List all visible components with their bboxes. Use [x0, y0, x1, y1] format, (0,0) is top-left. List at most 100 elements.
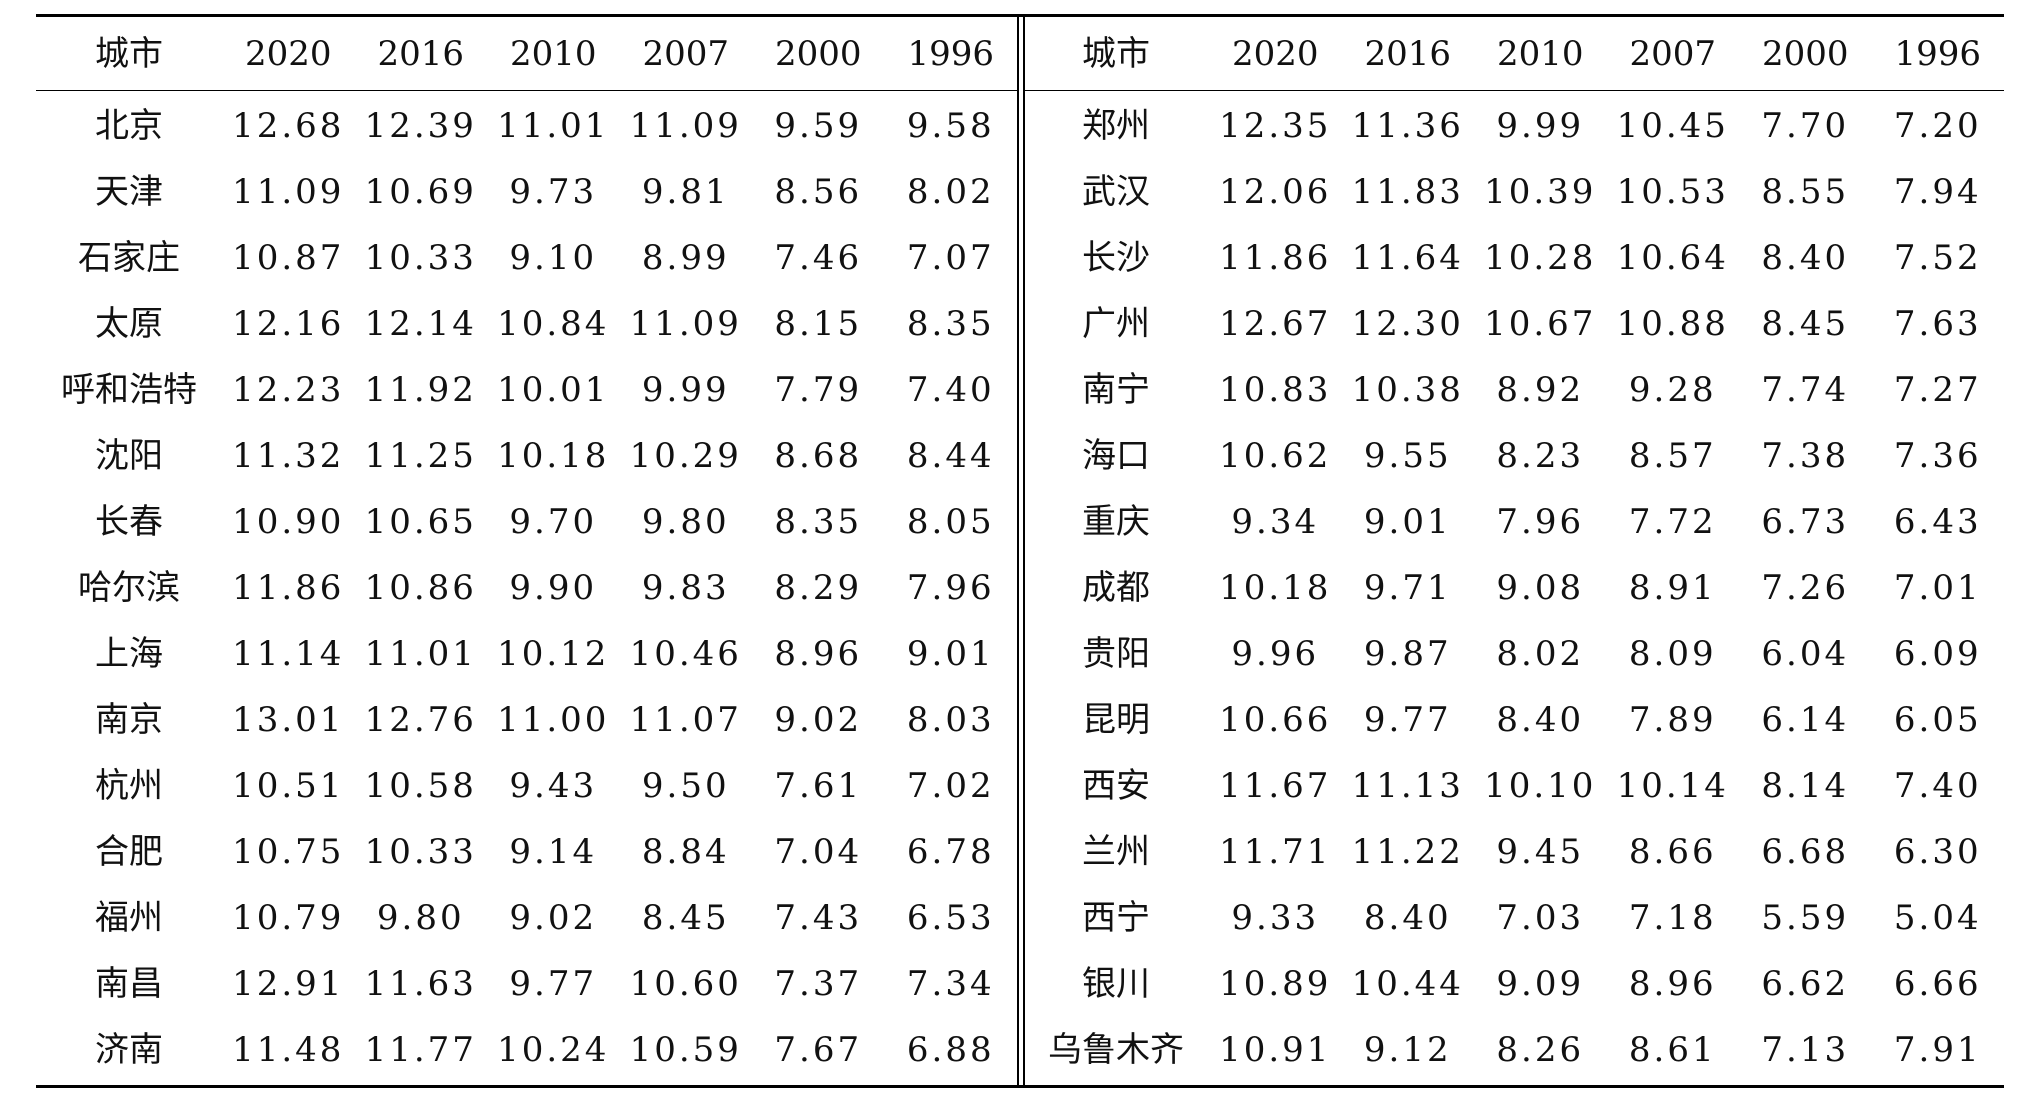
- value-cell: 10.62: [1219, 436, 1332, 476]
- value-cell: 8.29: [774, 568, 863, 608]
- city-name-cell: 太原: [95, 304, 163, 344]
- value-cell: 10.53: [1616, 172, 1729, 212]
- column-header-year: 1996: [907, 33, 995, 74]
- value-cell: 11.71: [1219, 832, 1332, 872]
- table-row: 乌鲁木齐 10.91 9.12 8.26 8.61 7.13 7.91: [1023, 1017, 2004, 1083]
- value-cell: 12.14: [364, 304, 477, 344]
- value-cell: 7.40: [1893, 766, 1982, 806]
- table-row: 福州 10.79 9.80 9.02 8.45 7.43 6.53: [36, 885, 1017, 951]
- city-name-cell: 福州: [95, 898, 163, 938]
- value-cell: 11.63: [364, 964, 477, 1004]
- value-cell: 11.09: [629, 106, 742, 146]
- city-name-cell: 成都: [1082, 568, 1150, 608]
- value-cell: 8.26: [1496, 1030, 1585, 1070]
- value-cell: 9.28: [1628, 370, 1717, 410]
- value-cell: 11.64: [1351, 238, 1464, 278]
- value-cell: 9.96: [1231, 634, 1320, 674]
- value-cell: 10.91: [1219, 1030, 1332, 1070]
- value-cell: 10.18: [1219, 568, 1332, 608]
- header-row: 城市 2020 2016 2010 2007 2000 1996: [36, 17, 1017, 90]
- value-cell: 7.07: [906, 238, 995, 278]
- column-header-year: 2016: [1364, 33, 1452, 74]
- value-cell: 9.59: [774, 106, 863, 146]
- value-cell: 10.28: [1484, 238, 1597, 278]
- value-cell: 10.38: [1351, 370, 1464, 410]
- value-cell: 8.56: [774, 172, 863, 212]
- column-header-year: 2020: [1231, 33, 1319, 74]
- table-row: 郑州 12.35 11.36 9.99 10.45 7.70 7.20: [1023, 93, 2004, 159]
- value-cell: 10.44: [1351, 964, 1464, 1004]
- value-cell: 10.58: [364, 766, 477, 806]
- table-row: 长春 10.90 10.65 9.70 9.80 8.35 8.05: [36, 489, 1017, 555]
- value-cell: 11.83: [1351, 172, 1464, 212]
- value-cell: 10.90: [232, 502, 345, 542]
- value-cell: 7.13: [1761, 1030, 1850, 1070]
- city-name-cell: 银川: [1082, 964, 1150, 1004]
- city-name-cell: 兰州: [1082, 832, 1150, 872]
- value-cell: 11.25: [364, 436, 477, 476]
- table-row: 太原 12.16 12.14 10.84 11.09 8.15 8.35: [36, 291, 1017, 357]
- value-cell: 7.04: [774, 832, 863, 872]
- value-cell: 11.07: [629, 700, 742, 740]
- value-cell: 8.96: [774, 634, 863, 674]
- value-cell: 12.68: [232, 106, 345, 146]
- table-row: 兰州 11.71 11.22 9.45 8.66 6.68 6.30: [1023, 819, 2004, 885]
- value-cell: 6.73: [1761, 502, 1850, 542]
- value-cell: 9.71: [1363, 568, 1452, 608]
- table-row: 银川 10.89 10.44 9.09 8.96 6.62 6.66: [1023, 951, 2004, 1017]
- value-cell: 8.61: [1628, 1030, 1717, 1070]
- table-row: 昆明 10.66 9.77 8.40 7.89 6.14 6.05: [1023, 687, 2004, 753]
- city-name-cell: 合肥: [95, 832, 163, 872]
- value-cell: 6.30: [1893, 832, 1982, 872]
- table-row: 北京 12.68 12.39 11.01 11.09 9.59 9.58: [36, 93, 1017, 159]
- value-cell: 9.80: [641, 502, 730, 542]
- value-cell: 9.90: [509, 568, 598, 608]
- value-cell: 6.14: [1761, 700, 1850, 740]
- city-name-cell: 广州: [1082, 304, 1150, 344]
- column-header-year: 2020: [244, 33, 332, 74]
- left-body: 北京 12.68 12.39 11.01 11.09 9.59 9.58 天津 11.09 10.…: [36, 93, 1017, 1083]
- value-cell: 10.79: [232, 898, 345, 938]
- value-cell: 10.75: [232, 832, 345, 872]
- city-name-cell: 西安: [1082, 766, 1150, 806]
- table-row: 贵阳 9.96 9.87 8.02 8.09 6.04 6.09: [1023, 621, 2004, 687]
- value-cell: 8.84: [641, 832, 730, 872]
- value-cell: 12.67: [1219, 304, 1332, 344]
- value-cell: 9.77: [509, 964, 598, 1004]
- table-row: 天津 11.09 10.69 9.73 9.81 8.56 8.02: [36, 159, 1017, 225]
- column-header-city: 城市: [1082, 33, 1150, 74]
- value-cell: 10.24: [497, 1030, 610, 1070]
- value-cell: 7.43: [774, 898, 863, 938]
- city-name-cell: 哈尔滨: [78, 568, 180, 608]
- value-cell: 11.77: [364, 1030, 477, 1070]
- value-cell: 9.14: [509, 832, 598, 872]
- value-cell: 7.72: [1628, 502, 1717, 542]
- value-cell: 7.40: [906, 370, 995, 410]
- value-cell: 10.01: [497, 370, 610, 410]
- table-row: 呼和浩特 12.23 11.92 10.01 9.99 7.79 7.40: [36, 357, 1017, 423]
- value-cell: 7.34: [906, 964, 995, 1004]
- value-cell: 7.18: [1628, 898, 1717, 938]
- city-name-cell: 武汉: [1082, 172, 1150, 212]
- value-cell: 8.68: [774, 436, 863, 476]
- value-cell: 9.02: [509, 898, 598, 938]
- value-cell: 11.14: [232, 634, 345, 674]
- value-cell: 11.00: [497, 700, 610, 740]
- table-row: 济南 11.48 11.77 10.24 10.59 7.67 6.88: [36, 1017, 1017, 1083]
- city-name-cell: 上海: [95, 634, 163, 674]
- value-cell: 7.74: [1761, 370, 1850, 410]
- value-cell: 7.38: [1761, 436, 1850, 476]
- value-cell: 10.64: [1616, 238, 1729, 278]
- table-row: 沈阳 11.32 11.25 10.18 10.29 8.68 8.44: [36, 423, 1017, 489]
- city-name-cell: 石家庄: [78, 238, 180, 278]
- table-row: 重庆 9.34 9.01 7.96 7.72 6.73 6.43: [1023, 489, 2004, 555]
- value-cell: 7.70: [1761, 106, 1850, 146]
- value-cell: 9.99: [641, 370, 730, 410]
- value-cell: 11.13: [1351, 766, 1464, 806]
- table-row: 杭州 10.51 10.58 9.43 9.50 7.61 7.02: [36, 753, 1017, 819]
- value-cell: 10.83: [1219, 370, 1332, 410]
- value-cell: 8.35: [906, 304, 995, 344]
- value-cell: 7.67: [774, 1030, 863, 1070]
- value-cell: 10.45: [1616, 106, 1729, 146]
- value-cell: 9.87: [1363, 634, 1452, 674]
